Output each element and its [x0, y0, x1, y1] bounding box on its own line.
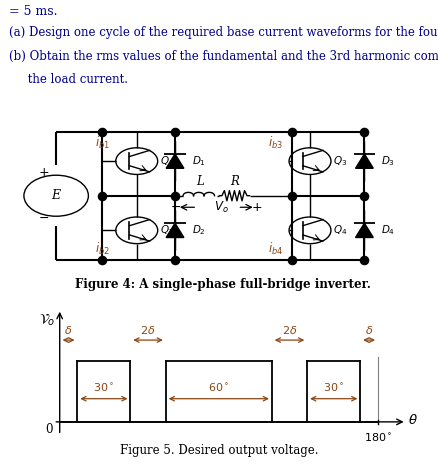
Text: 0: 0 — [45, 424, 52, 436]
Text: $2\delta$: $2\delta$ — [282, 323, 297, 336]
Text: $D_3$: $D_3$ — [381, 154, 396, 168]
Text: $60^\circ$: $60^\circ$ — [208, 382, 230, 394]
Text: L: L — [196, 175, 204, 188]
Text: Figure 4: A single-phase full-bridge inverter.: Figure 4: A single-phase full-bridge inv… — [75, 278, 371, 291]
Point — [288, 256, 295, 264]
Text: $Q_3$: $Q_3$ — [333, 154, 348, 168]
Text: $\delta$: $\delta$ — [64, 323, 73, 336]
Text: (a) Design one cycle of the required base current waveforms for the four transis: (a) Design one cycle of the required bas… — [9, 26, 438, 39]
Text: +: + — [39, 166, 49, 179]
Text: $D_1$: $D_1$ — [192, 154, 206, 168]
Text: +: + — [251, 201, 262, 214]
Text: $i_{b3}$: $i_{b3}$ — [268, 135, 283, 151]
Text: $i_{b4}$: $i_{b4}$ — [268, 241, 283, 257]
Text: R: R — [230, 175, 239, 188]
Text: $\mathcal{V}_o$: $\mathcal{V}_o$ — [39, 312, 55, 328]
Text: $Q_2$: $Q_2$ — [160, 223, 174, 237]
Text: $D_2$: $D_2$ — [192, 223, 206, 237]
Text: $Q_1$: $Q_1$ — [160, 154, 174, 168]
Point — [361, 192, 368, 199]
Text: $2\delta$: $2\delta$ — [141, 323, 156, 336]
Text: = 5 ms.: = 5 ms. — [9, 5, 57, 18]
Text: Figure 5. Desired output voltage.: Figure 5. Desired output voltage. — [120, 444, 318, 457]
Polygon shape — [356, 154, 373, 168]
Point — [172, 128, 179, 135]
Point — [99, 192, 106, 199]
Text: (b) Obtain the rms values of the fundamental and the 3rd harmonic components of: (b) Obtain the rms values of the fundame… — [9, 50, 438, 63]
Point — [172, 192, 179, 199]
Point — [99, 128, 106, 135]
Text: $\theta$: $\theta$ — [408, 413, 418, 427]
Text: $i_{b2}$: $i_{b2}$ — [95, 241, 110, 257]
Text: $V_o$: $V_o$ — [214, 200, 229, 215]
Text: −: − — [170, 201, 181, 214]
Text: −: − — [39, 212, 49, 225]
Text: the load current.: the load current. — [9, 73, 128, 86]
Text: $\delta$: $\delta$ — [365, 323, 373, 336]
Polygon shape — [166, 154, 184, 168]
Point — [361, 128, 368, 135]
Text: $D_4$: $D_4$ — [381, 223, 396, 237]
Polygon shape — [356, 223, 373, 238]
Text: E: E — [52, 189, 61, 202]
Point — [288, 128, 295, 135]
Text: $30^\circ$: $30^\circ$ — [323, 382, 344, 394]
Text: $30^\circ$: $30^\circ$ — [93, 382, 115, 394]
Point — [99, 256, 106, 264]
Polygon shape — [166, 223, 184, 238]
Point — [361, 256, 368, 264]
Point — [288, 192, 295, 199]
Text: $180^\circ$: $180^\circ$ — [364, 432, 392, 444]
Text: $i_{b1}$: $i_{b1}$ — [95, 135, 110, 151]
Text: $Q_4$: $Q_4$ — [333, 223, 348, 237]
Point — [172, 256, 179, 264]
